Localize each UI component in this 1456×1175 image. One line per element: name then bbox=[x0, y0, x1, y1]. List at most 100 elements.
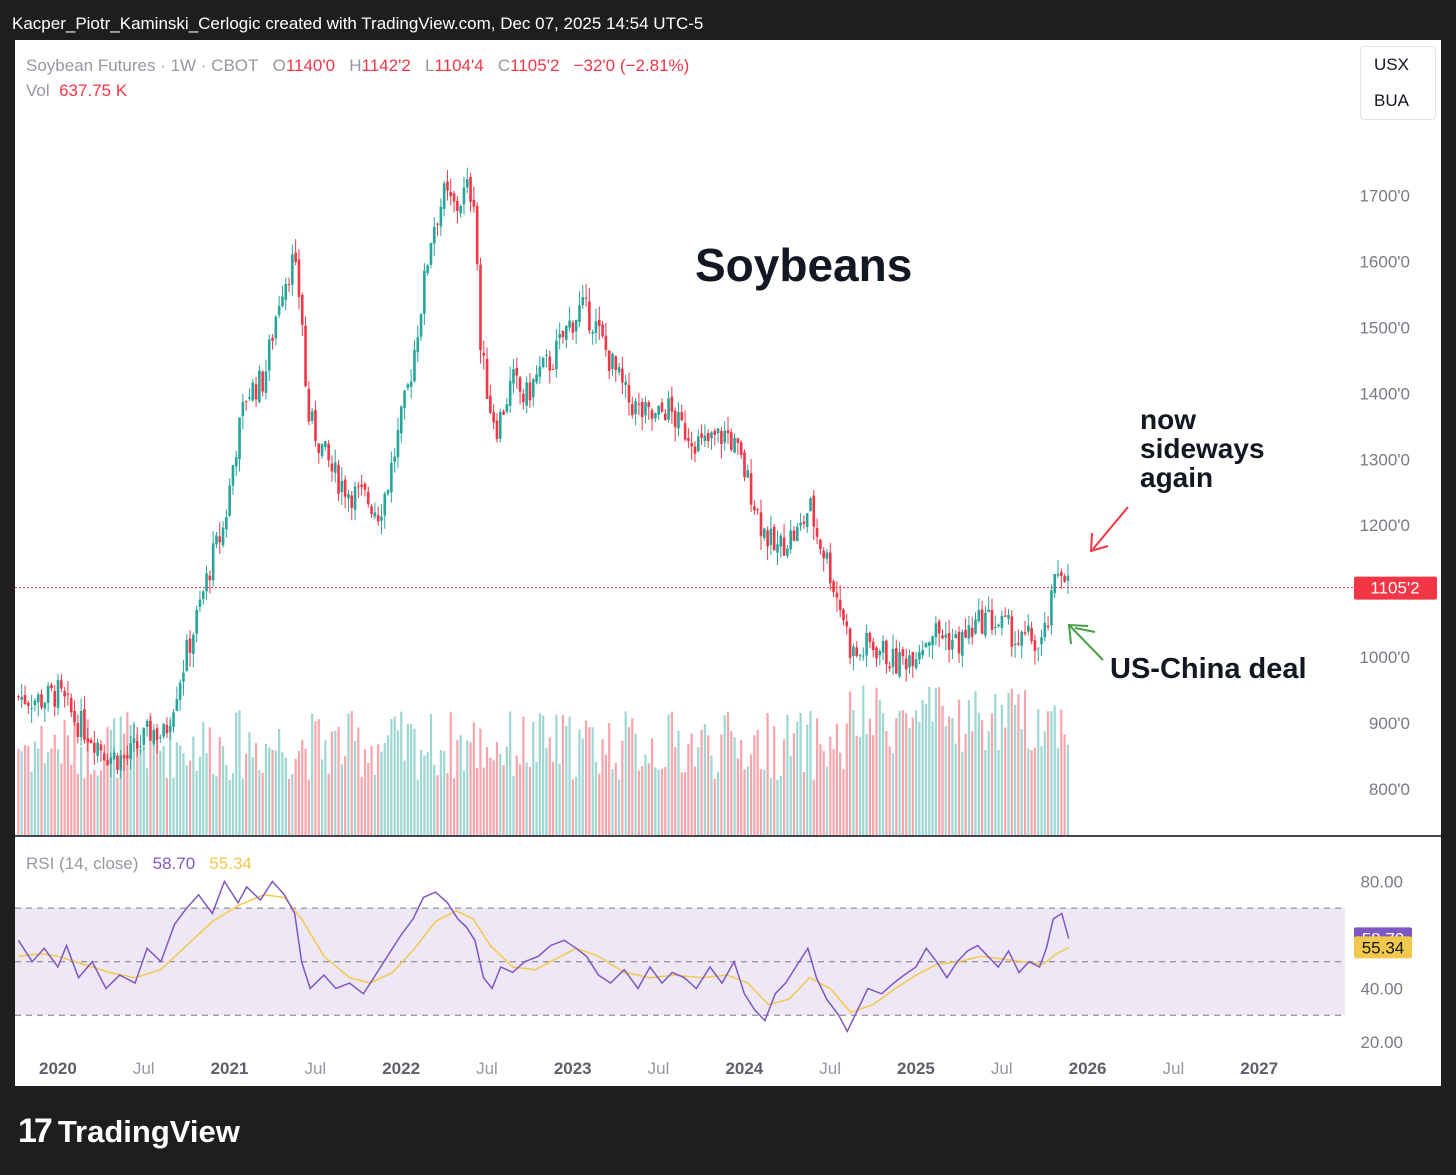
candle-body bbox=[69, 697, 73, 713]
sideways-line-2: sideways bbox=[1140, 433, 1265, 464]
candle-body bbox=[789, 530, 792, 550]
candle-body bbox=[980, 609, 984, 634]
tradingview-logo[interactable]: 17 TradingView bbox=[18, 1112, 240, 1151]
volume-bar bbox=[482, 767, 485, 835]
volume-bar bbox=[195, 770, 198, 835]
candle-body bbox=[300, 294, 304, 325]
candle-body bbox=[274, 316, 278, 339]
symbol-label[interactable]: Soybean Futures · 1W · CBOT bbox=[26, 56, 259, 75]
candle-body bbox=[690, 443, 693, 447]
time-tick-label: Jul bbox=[991, 1059, 1013, 1078]
candle-body bbox=[228, 485, 231, 516]
candle-body bbox=[469, 176, 472, 202]
currency-usx[interactable]: USX bbox=[1374, 55, 1409, 74]
candle-body bbox=[772, 526, 776, 551]
candle-body bbox=[832, 581, 835, 593]
volume-bar bbox=[353, 740, 357, 835]
low-value: 1104'4 bbox=[434, 56, 484, 75]
candle-body bbox=[343, 479, 347, 497]
volume-bar bbox=[479, 728, 482, 835]
volume-bar bbox=[76, 773, 79, 835]
volume-bar bbox=[30, 771, 33, 835]
candle-body bbox=[287, 283, 291, 285]
volume-bar bbox=[472, 722, 475, 835]
candle-body bbox=[264, 371, 268, 393]
volume-bar bbox=[1027, 748, 1030, 835]
volume-bar bbox=[654, 767, 657, 835]
candle-body bbox=[20, 696, 24, 700]
candle-body bbox=[383, 493, 387, 516]
volume-bar bbox=[664, 766, 667, 835]
volume-bar bbox=[591, 727, 594, 835]
candle-body bbox=[505, 404, 509, 412]
candle-body bbox=[538, 366, 542, 377]
candle-body bbox=[56, 679, 60, 708]
volume-bar bbox=[957, 699, 961, 835]
candle-body bbox=[281, 296, 284, 307]
candle-body bbox=[244, 401, 248, 403]
candle-body bbox=[376, 515, 380, 522]
candle-body bbox=[805, 513, 809, 527]
volume-bar bbox=[218, 737, 221, 835]
candle-body bbox=[1043, 622, 1047, 638]
volume-bar bbox=[931, 721, 934, 835]
candle-body bbox=[96, 742, 99, 756]
rsi-label[interactable]: RSI (14, close) bbox=[26, 854, 139, 873]
candle-body bbox=[786, 548, 789, 556]
volume-bar bbox=[954, 743, 957, 835]
time-tick-label: 2025 bbox=[897, 1059, 935, 1078]
candle-body bbox=[366, 491, 370, 505]
volume-bar bbox=[806, 724, 809, 835]
volume-bar bbox=[674, 747, 677, 835]
candle-body bbox=[23, 695, 27, 704]
deal-annotation: US-China deal bbox=[1110, 653, 1307, 685]
candle-body bbox=[436, 223, 439, 225]
candle-body bbox=[43, 702, 47, 709]
candle-body bbox=[126, 755, 129, 759]
price-tick-label: 900'0 bbox=[1369, 714, 1410, 733]
volume-bar bbox=[56, 749, 60, 835]
volume-bar bbox=[1030, 750, 1033, 835]
volume-bar bbox=[522, 716, 525, 835]
volume-bar bbox=[485, 747, 489, 835]
candle-body bbox=[135, 741, 139, 749]
candle-body bbox=[479, 264, 482, 350]
chart-svg[interactable]: 1700'0 1600'0 1500'0 1400'0 1300'0 1200'0 1000… bbox=[15, 40, 1441, 1086]
candle-body bbox=[307, 388, 311, 422]
volume-bar bbox=[720, 734, 723, 835]
time-tick-label: 2021 bbox=[211, 1059, 249, 1078]
candle-body bbox=[162, 724, 165, 737]
time-tick-label: 2027 bbox=[1240, 1059, 1278, 1078]
volume-bar bbox=[1010, 688, 1013, 835]
volume-bar bbox=[878, 700, 881, 835]
volume-bar bbox=[215, 776, 218, 835]
candle-body bbox=[885, 640, 888, 665]
currency-bua[interactable]: BUA bbox=[1374, 91, 1409, 110]
candle-body bbox=[650, 410, 654, 419]
candle-body bbox=[1040, 637, 1043, 645]
candle-body bbox=[660, 402, 664, 412]
volume-bar bbox=[545, 747, 548, 835]
low-label: L bbox=[424, 56, 435, 75]
candle-body bbox=[1000, 615, 1004, 628]
candle-body bbox=[561, 330, 565, 338]
volume-bar bbox=[502, 765, 505, 835]
volume-bar bbox=[967, 700, 971, 835]
volume-label[interactable]: Vol bbox=[26, 81, 50, 100]
currency-unit-box[interactable]: USX BUA bbox=[1360, 46, 1436, 120]
candle-body bbox=[974, 619, 977, 634]
candle-body bbox=[713, 430, 717, 435]
candle-body bbox=[172, 712, 175, 727]
candle-body bbox=[188, 638, 192, 653]
candle-body bbox=[53, 691, 57, 707]
volume-bar bbox=[776, 779, 779, 835]
price-tick-label: 1300'0 bbox=[1359, 450, 1410, 469]
chart-panel[interactable]: 1700'0 1600'0 1500'0 1400'0 1300'0 1200'0 1000… bbox=[15, 40, 1441, 1086]
candle-body bbox=[254, 384, 258, 400]
candle-body bbox=[353, 486, 357, 510]
volume-bar bbox=[320, 759, 324, 835]
volume-bar bbox=[512, 775, 515, 835]
chart-title-annotation: Soybeans bbox=[695, 239, 913, 291]
volume-bar bbox=[462, 770, 466, 835]
